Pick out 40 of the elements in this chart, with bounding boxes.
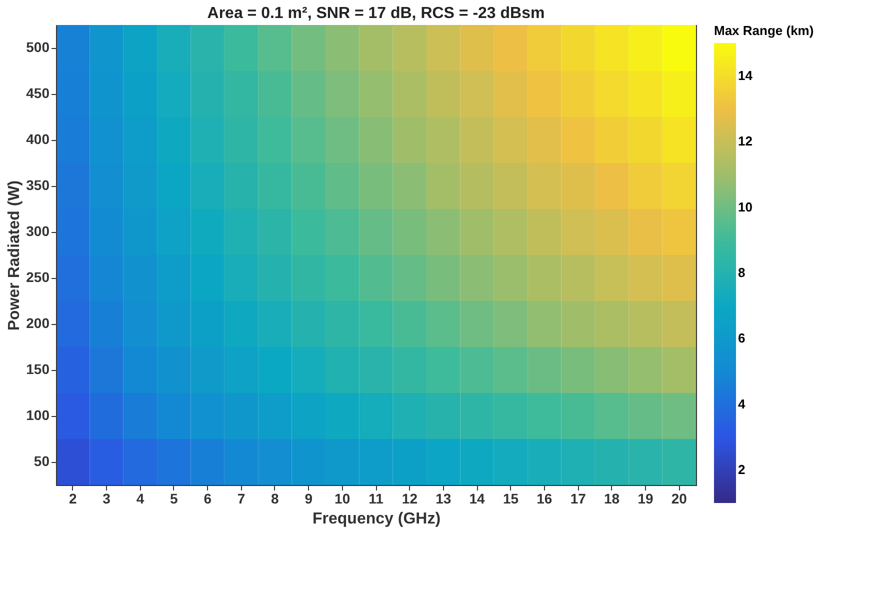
color-bar-label: 10 [738,199,752,214]
x-tick-label: 18 [604,490,620,506]
y-tick-label: 300 [26,223,50,239]
x-tick-label: 9 [304,490,313,506]
y-tick-label: 450 [26,85,50,101]
color-bar-label: 14 [738,68,754,83]
color-bar-label: 2 [738,462,746,478]
x-tick-label: 7 [237,490,246,506]
color-bar-label: 4 [738,396,746,412]
x-tick-label: 6 [204,490,212,506]
chart-title: Area = 0.1 m², SNR = 17 dB, RCS = -23 dBsm [207,5,545,22]
x-tick-label: 17 [570,490,586,506]
x-tick-label: 11 [368,490,384,506]
x-tick-label: 16 [536,490,552,506]
y-tick-label: 500 [26,39,50,55]
x-tick-label: 3 [102,490,111,506]
y-tick-label: 100 [26,407,50,423]
x-tick-label: 5 [170,490,178,506]
x-tick-label: 20 [671,490,688,506]
x-tick-label: 12 [402,490,418,506]
color-bar-label: 6 [738,330,746,346]
x-tick-label: 10 [334,490,350,506]
x-axis-title: Frequency (GHz) [312,510,441,528]
y-axis-title: Power Radiated (W) [6,180,24,331]
x-tick-label: 15 [502,490,519,506]
color-bar-label: 8 [738,265,746,280]
y-tick-label: 350 [26,177,50,193]
x-tick-label: 2 [68,490,77,506]
x-tick-label: 8 [271,490,280,506]
x-tick-label: 19 [638,490,654,506]
y-tick-label: 400 [26,131,50,147]
x-tick-label: 4 [136,490,144,506]
x-tick-label: 14 [469,490,486,506]
color-bar-title: Max Range (km) [714,23,814,38]
x-tick-label: 13 [436,490,452,506]
color-bar-label: 12 [738,134,752,149]
y-tick-label: 200 [26,315,50,331]
y-tick-label: 50 [34,453,50,469]
y-tick-label: 150 [26,361,50,377]
y-tick-label: 250 [26,269,50,285]
